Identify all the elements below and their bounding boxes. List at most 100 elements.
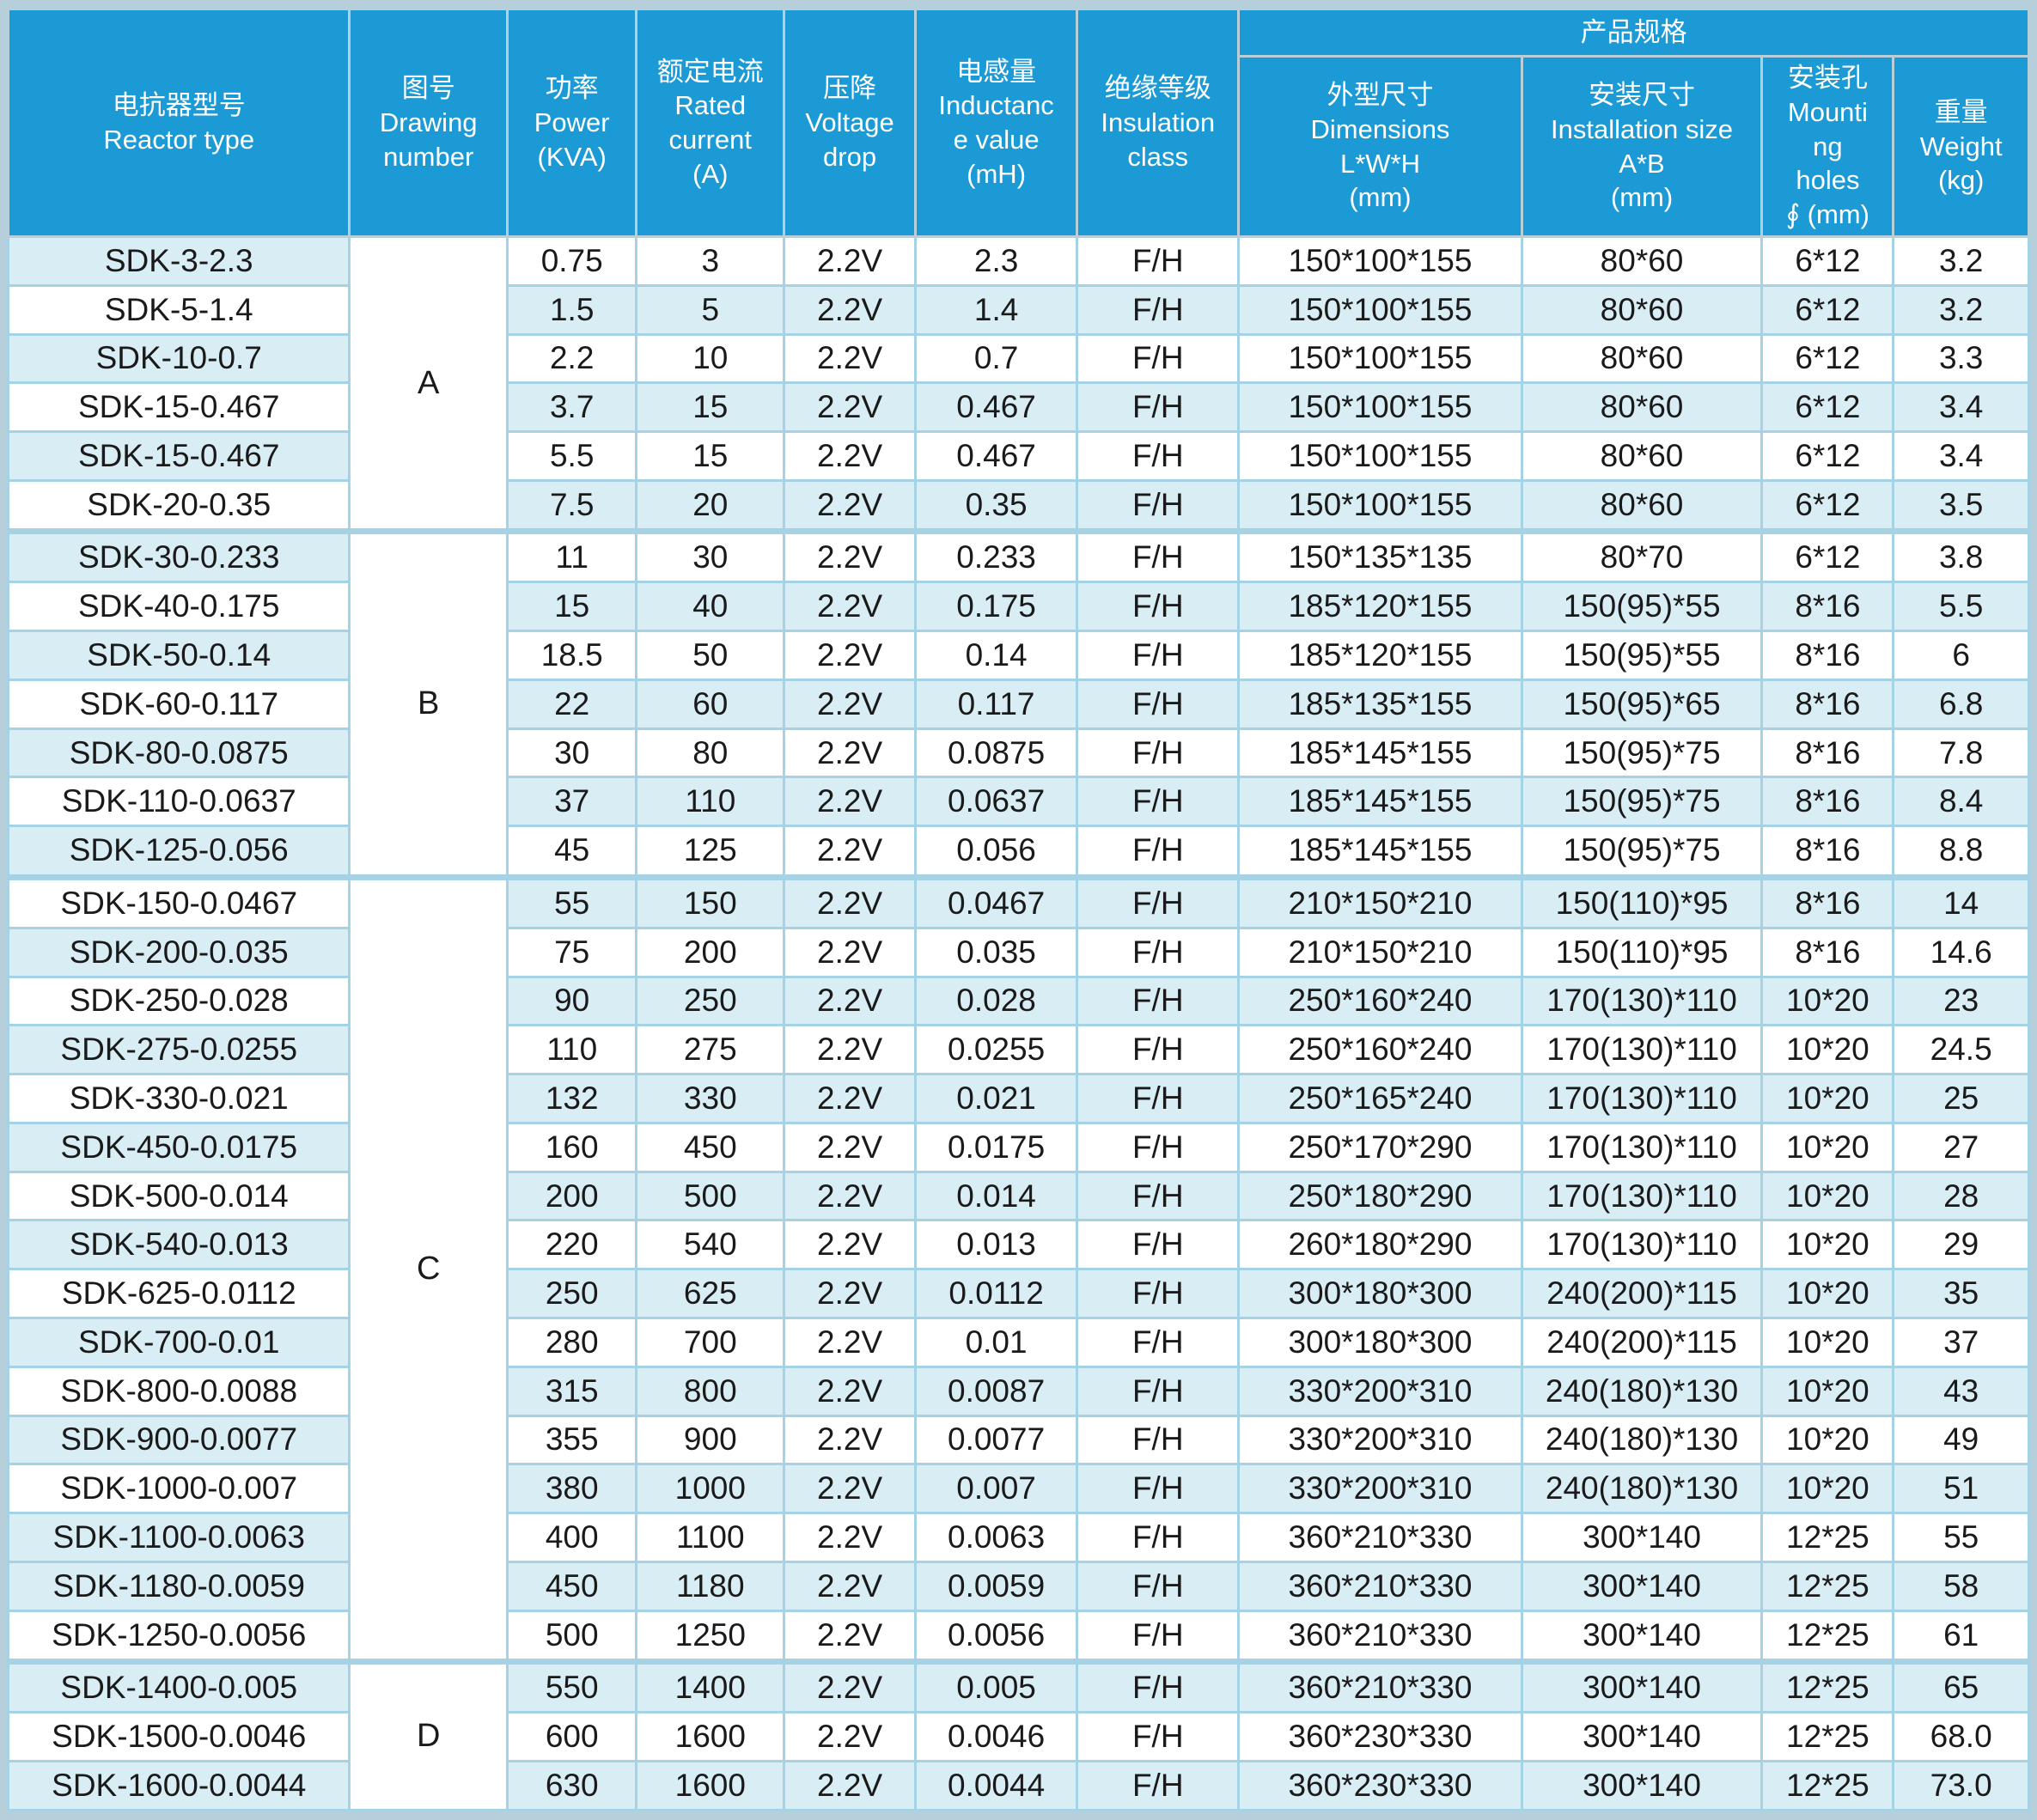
table-row: SDK-15-0.467 3.7 15 2.2V 0.467 F/H 150*100*155… [6, 381, 2030, 434]
cell-dimensions-lwh: 150*100*155 [1237, 283, 1523, 336]
cell-installation-ab: 80*70 [1520, 528, 1764, 584]
spec-table-body: SDK-3-2.3 A 0.75 3 2.2V 2.3 F/H 150*100*155 80*6… [6, 234, 2030, 1812]
table-row: SDK-540-0.013 220 540 2.2V 0.013 F/H 260*180*2… [6, 1219, 2030, 1271]
cell-rated-current-a: 80 [635, 727, 786, 779]
cell-dimensions-lwh: 330*200*310 [1237, 1414, 1523, 1466]
cell-insulation-class: F/H [1076, 1219, 1241, 1271]
cell-weight-kg: 73.0 [1892, 1759, 2030, 1812]
header-mounting-holes: 安装孔 Mounti ng holes ∮ (mm) [1760, 55, 1895, 238]
cell-insulation-class: F/H [1076, 1759, 1241, 1812]
table-row: SDK-900-0.0077 355 900 2.2V 0.0077 F/H 330*200… [6, 1414, 2030, 1466]
cell-dimensions-lwh: 150*100*155 [1237, 478, 1523, 533]
cell-mounting-holes: 8*16 [1760, 825, 1895, 879]
cell-voltage-drop: 2.2V [783, 1219, 918, 1271]
cell-power-kva: 500 [505, 1609, 638, 1663]
cell-inductance-mh: 0.467 [914, 381, 1079, 434]
cell-weight-kg: 58 [1892, 1560, 2030, 1612]
cell-weight-kg: 3.4 [1892, 381, 2030, 434]
cell-inductance-mh: 0.0637 [914, 776, 1079, 828]
cell-mounting-holes: 6*12 [1760, 381, 1895, 434]
cell-mounting-holes: 12*25 [1760, 1711, 1895, 1762]
cell-weight-kg: 55 [1892, 1512, 2030, 1563]
cell-reactor-type: SDK-1250-0.0056 [6, 1609, 351, 1663]
cell-voltage-drop: 2.2V [783, 776, 918, 828]
table-row: SDK-1100-0.0063 400 1100 2.2V 0.0063 F/H 360*2… [6, 1512, 2030, 1563]
cell-inductance-mh: 0.0063 [914, 1512, 1079, 1563]
cell-dimensions-lwh: 150*100*155 [1237, 235, 1523, 287]
cell-installation-ab: 170(130)*110 [1520, 1073, 1764, 1124]
cell-power-kva: 450 [505, 1560, 638, 1612]
cell-rated-current-a: 540 [635, 1219, 786, 1271]
table-row: SDK-150-0.0467 C 55 150 2.2V 0.0467 F/H 210*150… [6, 873, 2030, 1663]
cell-insulation-class: F/H [1076, 332, 1241, 385]
cell-power-kva: 18.5 [505, 630, 638, 681]
cell-weight-kg: 3.5 [1892, 478, 2030, 533]
cell-voltage-drop: 2.2V [783, 1609, 918, 1663]
cell-reactor-type: SDK-3-2.3 [6, 235, 351, 287]
cell-installation-ab: 80*60 [1520, 332, 1764, 385]
cell-rated-current-a: 30 [635, 528, 786, 584]
cell-reactor-type: SDK-1000-0.007 [6, 1463, 351, 1515]
cell-mounting-holes: 8*16 [1760, 678, 1895, 730]
cell-installation-ab: 150(110)*95 [1520, 926, 1764, 978]
cell-mounting-holes: 10*20 [1760, 1316, 1895, 1368]
cell-insulation-class: F/H [1076, 1463, 1241, 1515]
cell-power-kva: 2.2 [505, 332, 638, 385]
cell-inductance-mh: 0.0059 [914, 1560, 1079, 1612]
cell-mounting-holes: 6*12 [1760, 235, 1895, 287]
table-row: SDK-1600-0.0044 630 1600 2.2V 0.0044 F/H 360*2… [6, 1759, 2030, 1812]
cell-weight-kg: 3.8 [1892, 528, 2030, 584]
cell-insulation-class: F/H [1076, 727, 1241, 779]
cell-mounting-holes: 6*12 [1760, 430, 1895, 482]
cell-power-kva: 1.5 [505, 283, 638, 336]
cell-rated-current-a: 10 [635, 332, 786, 385]
cell-voltage-drop: 2.2V [783, 1268, 918, 1319]
table-row: SDK-250-0.028 90 250 2.2V 0.028 F/H 250*160*24… [6, 975, 2030, 1027]
cell-voltage-drop: 2.2V [783, 825, 918, 879]
cell-mounting-holes: 12*25 [1760, 1609, 1895, 1663]
cell-mounting-holes: 6*12 [1760, 528, 1895, 584]
cell-mounting-holes: 10*20 [1760, 1365, 1895, 1417]
cell-weight-kg: 5.5 [1892, 581, 2030, 633]
cell-voltage-drop: 2.2V [783, 1658, 918, 1714]
cell-installation-ab: 300*140 [1520, 1759, 1764, 1812]
cell-inductance-mh: 0.01 [914, 1316, 1079, 1368]
cell-weight-kg: 65 [1892, 1658, 2030, 1714]
table-row: SDK-110-0.0637 37 110 2.2V 0.0637 F/H 185*145*… [6, 776, 2030, 828]
cell-installation-ab: 240(200)*115 [1520, 1316, 1764, 1368]
cell-power-kva: 630 [505, 1759, 638, 1812]
header-drawing-number: 图号 Drawing number [348, 8, 509, 238]
cell-power-kva: 30 [505, 727, 638, 779]
cell-power-kva: 600 [505, 1711, 638, 1762]
cell-dimensions-lwh: 260*180*290 [1237, 1219, 1523, 1271]
cell-weight-kg: 25 [1892, 1073, 2030, 1124]
cell-inductance-mh: 0.14 [914, 630, 1079, 681]
cell-weight-kg: 8.4 [1892, 776, 2030, 828]
cell-dimensions-lwh: 185*145*155 [1237, 825, 1523, 879]
cell-reactor-type: SDK-20-0.35 [6, 478, 351, 533]
cell-power-kva: 132 [505, 1073, 638, 1124]
cell-drawing-number-group-d: D [348, 1658, 509, 1812]
cell-reactor-type: SDK-60-0.117 [6, 678, 351, 730]
cell-voltage-drop: 2.2V [783, 581, 918, 633]
table-row: SDK-275-0.0255 110 275 2.2V 0.0255 F/H 250*160… [6, 1024, 2030, 1076]
cell-installation-ab: 80*60 [1520, 478, 1764, 533]
cell-mounting-holes: 6*12 [1760, 332, 1895, 385]
cell-voltage-drop: 2.2V [783, 975, 918, 1027]
cell-mounting-holes: 10*20 [1760, 1268, 1895, 1319]
cell-mounting-holes: 6*12 [1760, 478, 1895, 533]
cell-weight-kg: 14.6 [1892, 926, 2030, 978]
cell-power-kva: 0.75 [505, 235, 638, 287]
cell-mounting-holes: 8*16 [1760, 926, 1895, 978]
cell-insulation-class: F/H [1076, 825, 1241, 879]
cell-dimensions-lwh: 185*145*155 [1237, 776, 1523, 828]
cell-dimensions-lwh: 330*200*310 [1237, 1463, 1523, 1515]
cell-rated-current-a: 275 [635, 1024, 786, 1076]
cell-reactor-type: SDK-1500-0.0046 [6, 1711, 351, 1762]
cell-weight-kg: 49 [1892, 1414, 2030, 1466]
cell-inductance-mh: 0.014 [914, 1170, 1079, 1222]
cell-rated-current-a: 800 [635, 1365, 786, 1417]
cell-mounting-holes: 10*20 [1760, 1024, 1895, 1076]
cell-inductance-mh: 0.013 [914, 1219, 1079, 1271]
cell-installation-ab: 80*60 [1520, 430, 1764, 482]
